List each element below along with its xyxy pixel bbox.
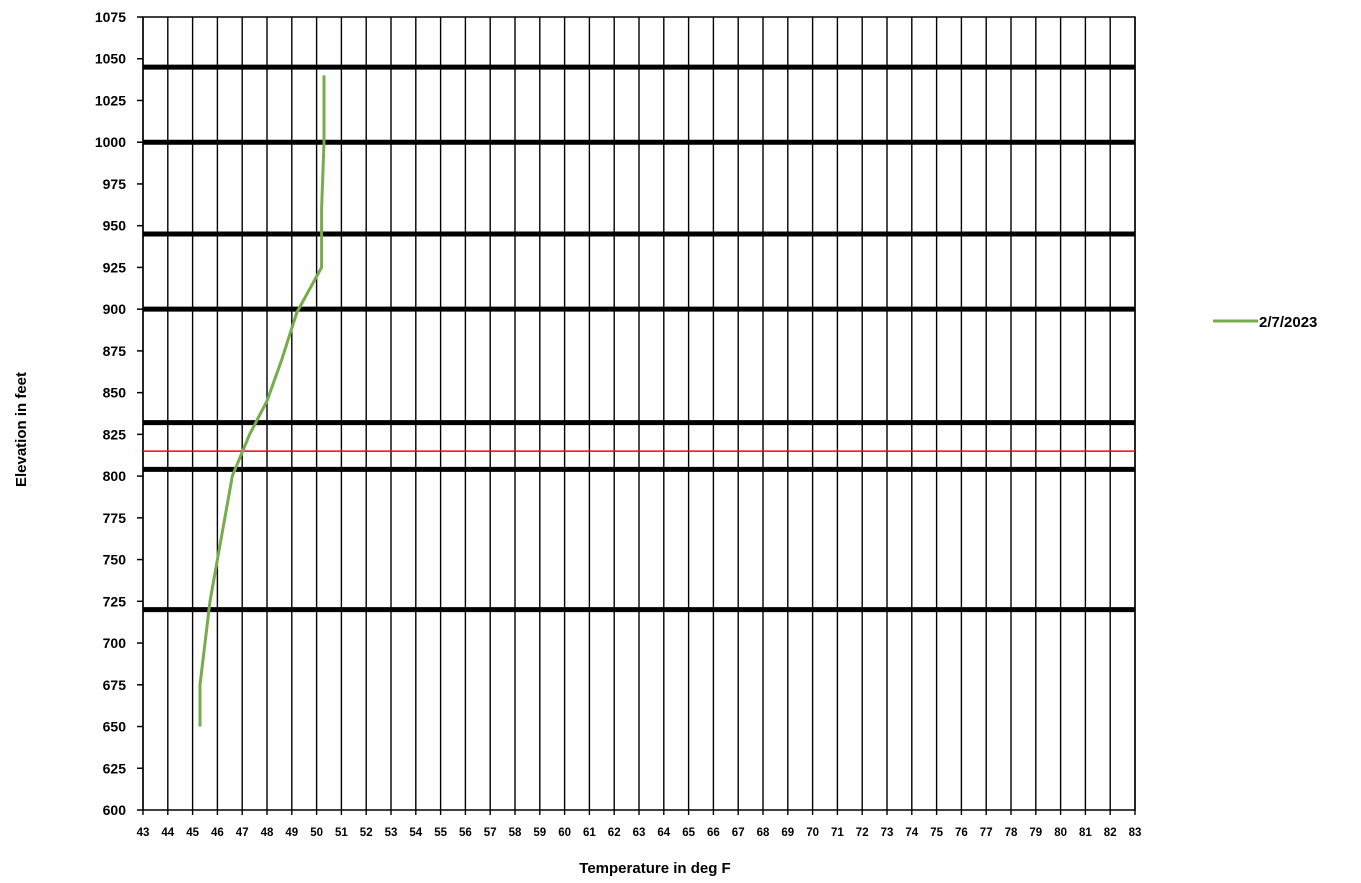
- y-tick-label: 750: [103, 552, 127, 568]
- x-tick-label: 76: [955, 827, 968, 839]
- x-tick-label: 46: [211, 827, 224, 839]
- y-tick-label: 700: [103, 635, 127, 651]
- x-axis-ticks: 43 44 45 46 47 48 49 50 51 52 53 54 55 56 57 58 59 60 61 62…: [137, 827, 1142, 839]
- x-tick-label: 55: [434, 827, 447, 839]
- x-tick-label: 47: [236, 827, 249, 839]
- y-tick-label: 950: [103, 218, 127, 234]
- x-tick-label: 73: [881, 827, 894, 839]
- x-tick-label: 69: [781, 827, 794, 839]
- x-tick-label: 72: [856, 827, 869, 839]
- x-tick-label: 52: [360, 827, 373, 839]
- y-tick-label: 1000: [95, 134, 126, 150]
- series-line: [198, 75, 326, 727]
- x-tick-label: 65: [682, 827, 695, 839]
- x-tick-label: 56: [459, 827, 472, 839]
- vertical-gridlines: [142, 17, 1136, 815]
- y-tick-label: 825: [103, 426, 127, 442]
- x-tick-label: 64: [657, 827, 670, 839]
- x-tick-label: 70: [806, 827, 819, 839]
- x-tick-label: 58: [509, 827, 522, 839]
- x-tick-label: 44: [161, 827, 174, 839]
- x-tick-label: 81: [1079, 827, 1092, 839]
- x-tick-label: 51: [335, 827, 348, 839]
- x-tick-label: 50: [310, 827, 323, 839]
- y-tick-label: 1050: [95, 51, 126, 67]
- x-tick-label: 79: [1029, 827, 1042, 839]
- y-tick-label: 625: [103, 760, 127, 776]
- legend-label: 2/7/2023: [1259, 314, 1317, 331]
- y-tick-label: 850: [103, 385, 127, 401]
- y-axis-title: Elevation in feet: [13, 372, 30, 487]
- x-tick-label: 66: [707, 827, 720, 839]
- y-tick-label: 975: [103, 176, 127, 192]
- y-tick-label: 800: [103, 468, 127, 484]
- x-tick-label: 53: [385, 827, 398, 839]
- x-tick-label: 68: [757, 827, 770, 839]
- x-axis-title: Temperature in deg F: [579, 860, 730, 877]
- x-tick-label: 82: [1104, 827, 1117, 839]
- y-tick-label: 925: [103, 259, 127, 275]
- y-tick-label: 775: [103, 510, 127, 526]
- x-tick-label: 43: [137, 827, 150, 839]
- x-tick-label: 77: [980, 827, 993, 839]
- x-tick-label: 49: [285, 827, 298, 839]
- y-tick-label: 1025: [95, 92, 126, 108]
- y-tick-label: 900: [103, 301, 127, 317]
- y-tick-label: 600: [103, 802, 127, 818]
- reference-lines: [143, 64, 1135, 613]
- legend: 2/7/2023: [1213, 314, 1317, 331]
- x-tick-label: 57: [484, 827, 497, 839]
- series-layer: [198, 75, 326, 727]
- x-tick-label: 48: [261, 827, 274, 839]
- x-tick-label: 60: [558, 827, 571, 839]
- x-tick-label: 63: [633, 827, 646, 839]
- x-tick-label: 75: [930, 827, 943, 839]
- y-tick-label: 675: [103, 677, 127, 693]
- x-tick-label: 59: [533, 827, 546, 839]
- y-tick-label: 650: [103, 719, 127, 735]
- x-tick-label: 74: [905, 827, 918, 839]
- x-tick-label: 67: [732, 827, 745, 839]
- y-axis-ticks: 600 625 650 675 700 725 750 775 800 825 850 875 900 9…: [95, 9, 143, 818]
- x-tick-label: 54: [409, 827, 422, 839]
- x-tick-label: 45: [186, 827, 199, 839]
- x-tick-label: 78: [1005, 827, 1018, 839]
- x-tick-label: 62: [608, 827, 621, 839]
- y-tick-label: 875: [103, 343, 127, 359]
- x-tick-label: 61: [583, 827, 596, 839]
- x-tick-label: 83: [1129, 827, 1142, 839]
- x-tick-label: 80: [1054, 827, 1067, 839]
- y-tick-label: 1075: [95, 9, 126, 25]
- x-tick-label: 71: [831, 827, 844, 839]
- y-tick-label: 725: [103, 593, 127, 609]
